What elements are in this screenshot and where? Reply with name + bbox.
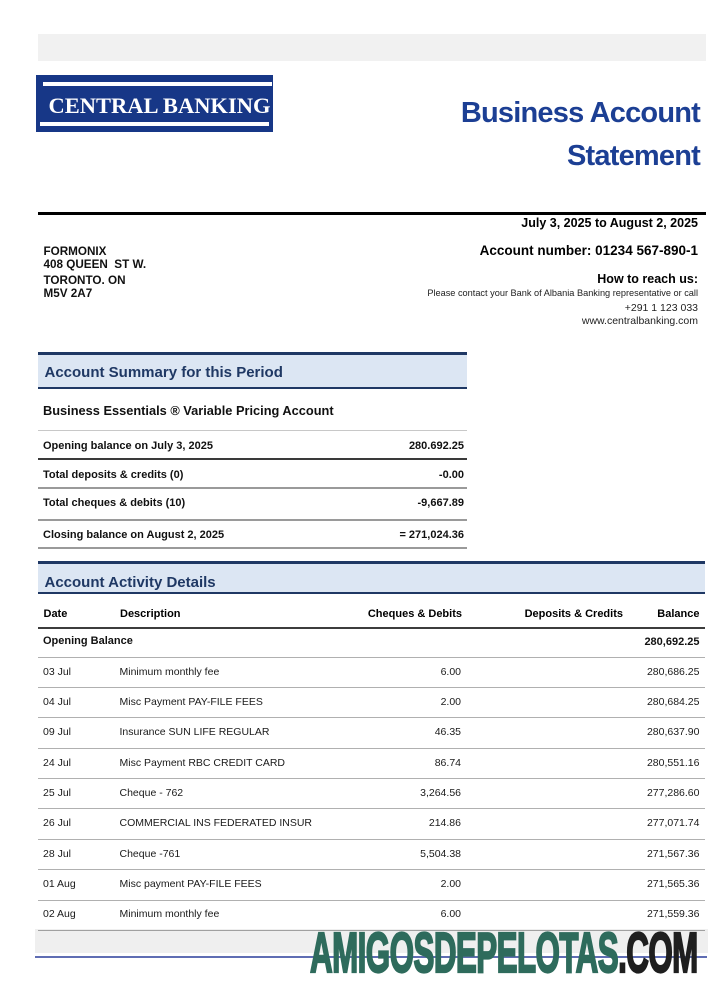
svg-text:AMIGOSDEPELOTAS.COM: AMIGOSDEPELOTAS.COM bbox=[310, 930, 698, 975]
